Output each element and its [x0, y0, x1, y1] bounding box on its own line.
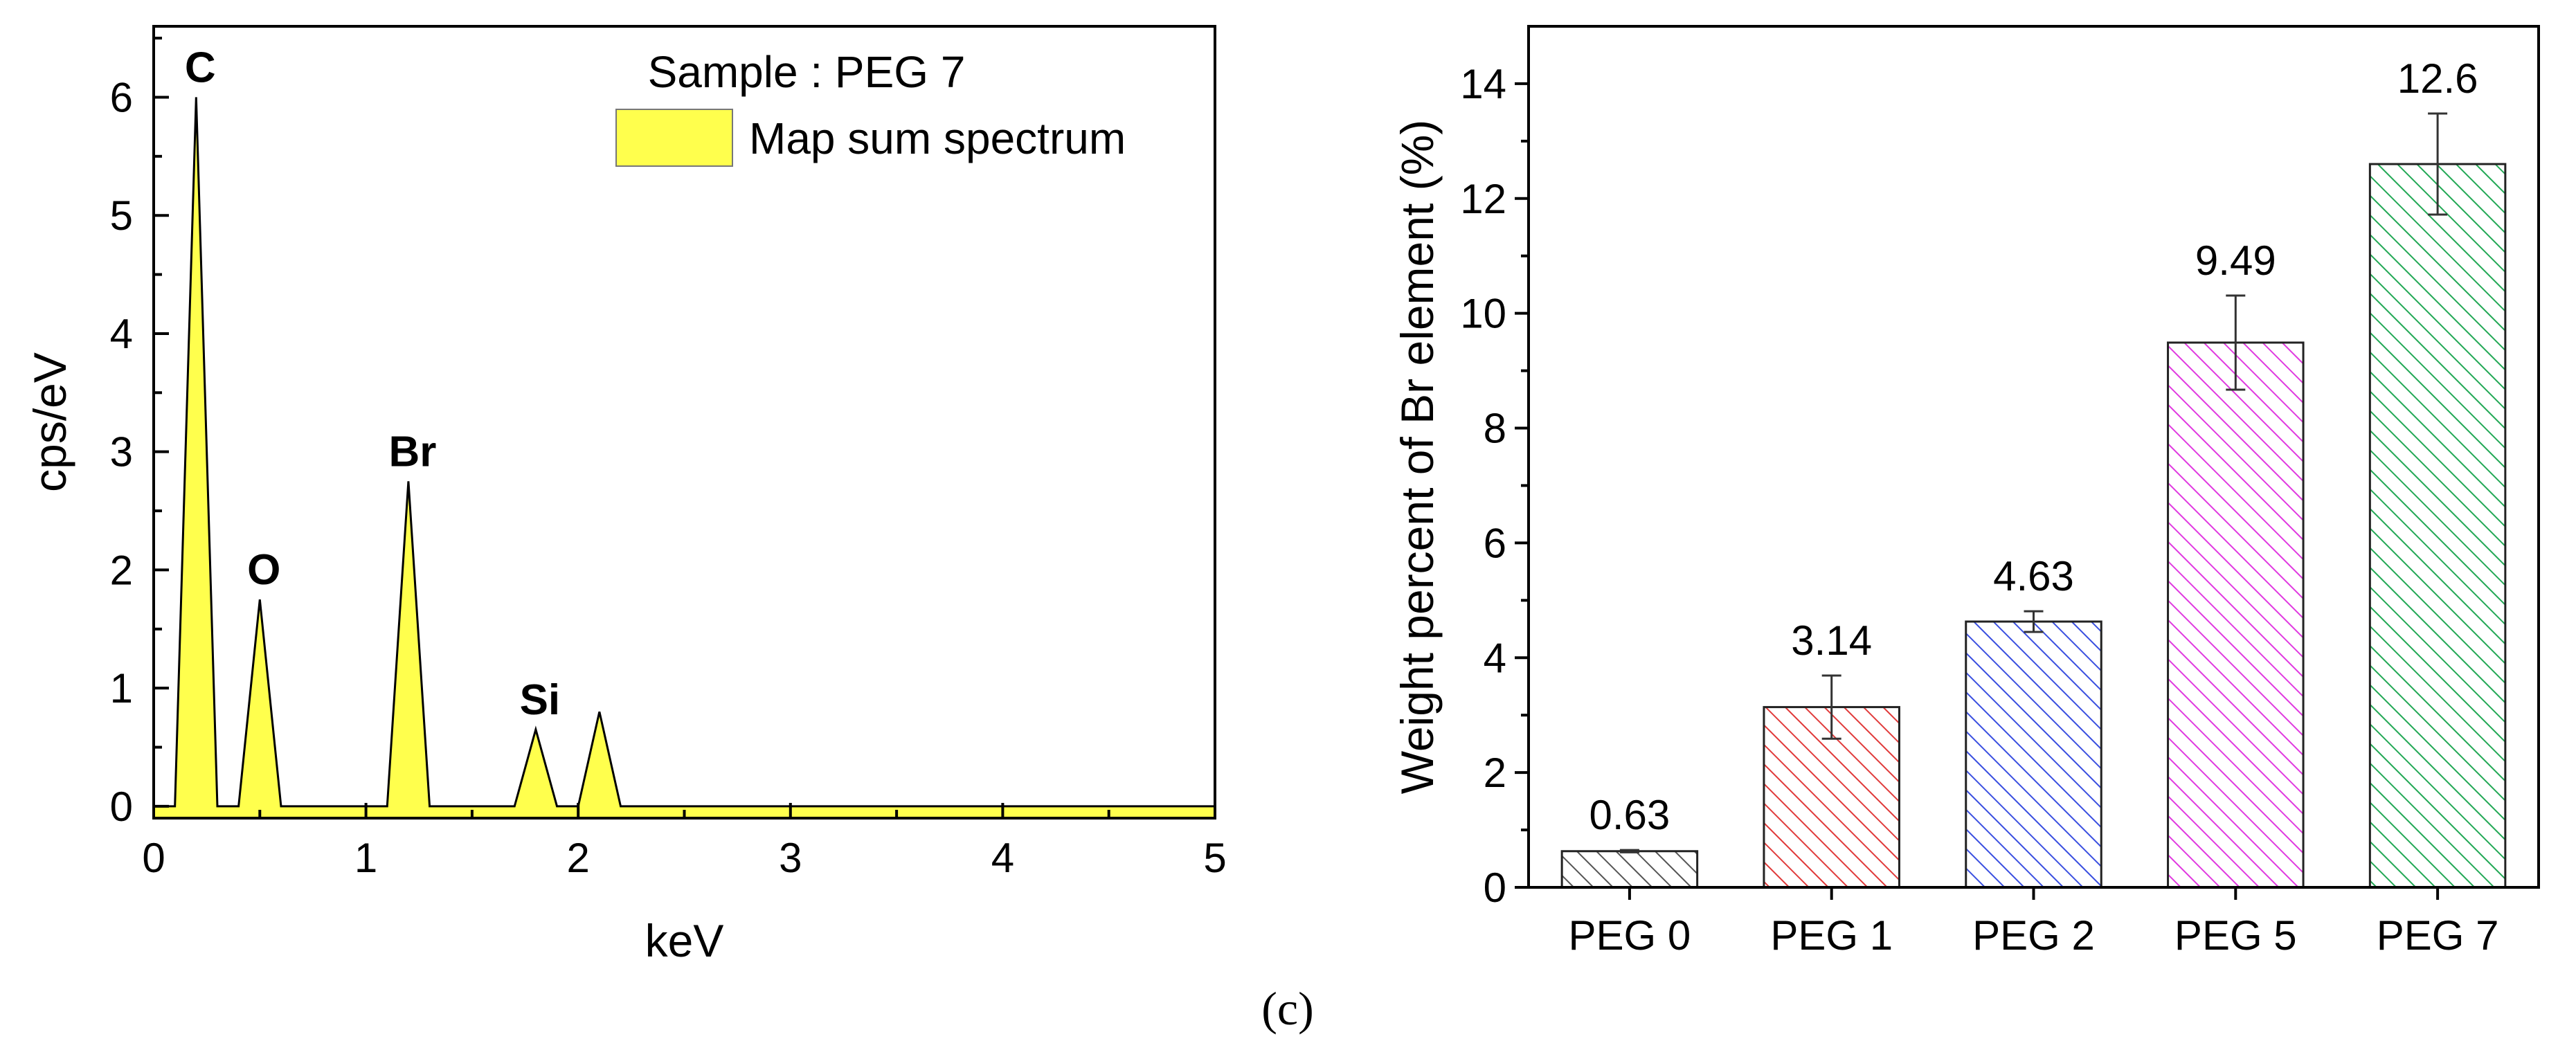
- bar-plot-frame: [1527, 25, 2540, 889]
- bars-layer: [1560, 163, 2507, 889]
- bar-value-label: 3.14: [1791, 617, 1872, 664]
- x-tick-label: 2: [567, 835, 590, 881]
- spectrum-plot-frame: [152, 25, 1216, 820]
- bar-ticks: [1515, 82, 2440, 900]
- bar: [1965, 620, 2102, 889]
- x-tick-label: 4: [991, 835, 1014, 881]
- bar-category-label: PEG 2: [1972, 912, 2095, 959]
- peak-label: O: [247, 546, 280, 594]
- bar-y-axis-title: Weight percent of Br element (%): [1391, 120, 1443, 795]
- spectrum-legend: Sample : PEG 7 Map sum spectrum: [615, 47, 1126, 167]
- x-tick-label: 3: [779, 835, 802, 881]
- spectrum-y-tick-labels: 0 1 2 3 4 5 6: [110, 74, 133, 829]
- bar-value-label: 12.6: [2397, 55, 2478, 102]
- y-tick-label: 1: [110, 665, 133, 712]
- y-tick-label: 12: [1460, 176, 1506, 222]
- y-tick-label: 0: [110, 784, 133, 830]
- bar-category-label: PEG 0: [1569, 912, 1691, 959]
- x-tick-label: 0: [142, 835, 165, 881]
- y-tick-label: 0: [1484, 865, 1506, 911]
- figure-caption: (c): [1261, 982, 1313, 1035]
- spectrum-y-axis-title: cps/eV: [24, 352, 75, 492]
- y-tick-label: 10: [1460, 291, 1506, 337]
- bar-category-labels: PEG 0 PEG 1 PEG 2 PEG 5 PEG 7: [1569, 912, 2499, 959]
- bar: [1560, 850, 1699, 889]
- spectrum-panel: 0 1 2 3 4 5 0 1 2 3 4 5 6 C O Br Si keV cps/eV Sample …: [24, 25, 1227, 966]
- peak-label: Si: [520, 676, 561, 724]
- y-tick-label: 4: [110, 311, 133, 357]
- y-tick-label: 5: [110, 192, 133, 239]
- bar-category-label: PEG 5: [2174, 912, 2297, 959]
- bar-value-label: 9.49: [2195, 237, 2276, 284]
- y-tick-label: 2: [1484, 750, 1506, 796]
- legend-title: Sample : PEG 7: [648, 47, 966, 97]
- bar-category-label: PEG 7: [2377, 912, 2499, 959]
- bar-category-label: PEG 1: [1770, 912, 1893, 959]
- spectrum-peak-labels: C O Br Si: [185, 44, 560, 723]
- spectrum-area-layer: [152, 97, 1216, 820]
- x-tick-label: 5: [1203, 835, 1226, 881]
- bar: [2167, 341, 2305, 889]
- peak-label: Br: [388, 428, 436, 476]
- bar-value-label: 0.63: [1589, 792, 1670, 838]
- legend-swatch: [615, 109, 733, 167]
- bar-value-labels: 0.63 3.14 4.63 9.49 12.6: [1589, 55, 2478, 838]
- bar-value-label: 4.63: [1993, 553, 2074, 599]
- bar: [2368, 163, 2507, 889]
- y-tick-label: 4: [1484, 635, 1506, 681]
- peak-label: C: [185, 44, 216, 91]
- error-bars-layer: [1619, 112, 2448, 853]
- bar-y-tick-labels: 0 2 4 6 8 10 12 14: [1460, 61, 1506, 911]
- spectrum-x-axis-title: keV: [645, 915, 724, 966]
- spectrum-x-tick-labels: 0 1 2 3 4 5: [142, 835, 1226, 881]
- spectrum-area: [152, 97, 1216, 820]
- y-tick-label: 14: [1460, 61, 1506, 107]
- y-tick-label: 3: [110, 429, 133, 476]
- x-tick-label: 1: [354, 835, 377, 881]
- y-tick-label: 8: [1484, 406, 1506, 452]
- legend-entry: Map sum spectrum: [749, 114, 1126, 163]
- y-tick-label: 6: [1484, 520, 1506, 566]
- y-tick-label: 6: [110, 74, 133, 120]
- bar-chart-panel: PEG 0 PEG 1 PEG 2 PEG 5 PEG 7 0 2 4 6 8 10 12 14 0.…: [1391, 25, 2540, 959]
- y-tick-label: 2: [110, 547, 133, 593]
